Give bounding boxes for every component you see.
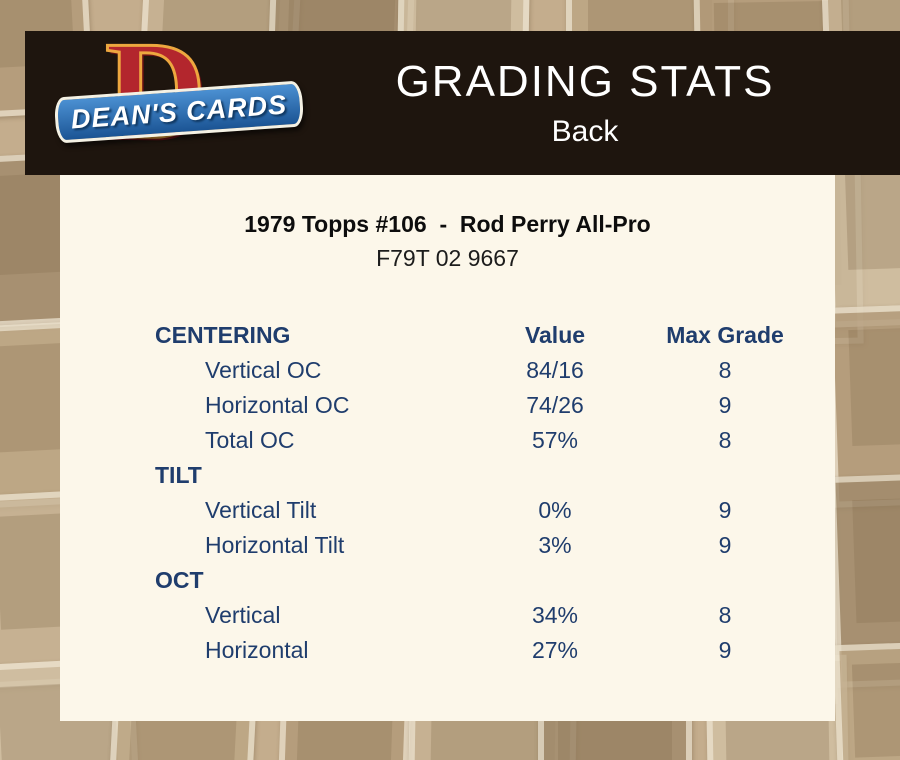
logo-banner: DEAN'S CARDS <box>53 80 305 144</box>
table-section-row: TILT <box>155 458 835 493</box>
grading-stats-panel: 1979 Topps #106 - Rod Perry All-Pro F79T… <box>60 175 835 721</box>
table-row: Total OC 57% 8 <box>155 423 835 458</box>
row-value: 27% <box>531 637 579 663</box>
row-label: Horizontal Tilt <box>205 532 345 558</box>
background-card-image <box>848 325 900 447</box>
logo-text: DEAN'S CARDS <box>69 88 288 135</box>
row-label: Horizontal <box>205 637 309 663</box>
row-label: Horizontal OC <box>205 392 350 418</box>
row-value: 0% <box>538 497 572 523</box>
page-title: GRADING STATS <box>395 56 775 106</box>
row-max-grade: 9 <box>718 637 732 663</box>
deans-cards-logo[interactable]: D DEAN'S CARDS <box>53 19 313 171</box>
row-max-grade: 9 <box>718 532 732 558</box>
card-title: 1979 Topps #106 - Rod Perry All-Pro <box>244 211 651 237</box>
background-card-image <box>851 660 900 758</box>
row-value: 74/26 <box>526 392 584 418</box>
table-row: Horizontal OC 74/26 9 <box>155 388 835 423</box>
row-label: Vertical <box>205 602 281 628</box>
table-header-row: CENTERING Value Max Grade <box>155 318 835 353</box>
page-subtitle: Back <box>551 115 619 149</box>
row-label: Total OC <box>205 427 295 453</box>
row-label: Vertical OC <box>205 357 322 383</box>
table-section-row: OCT <box>155 563 835 598</box>
table-row: Vertical OC 84/16 8 <box>155 353 835 388</box>
section-header-oct: OCT <box>155 567 204 593</box>
row-max-grade: 8 <box>718 357 732 383</box>
value-column-header: Value <box>524 322 586 348</box>
row-value: 84/16 <box>526 357 584 383</box>
background-card <box>833 640 900 760</box>
row-max-grade: 8 <box>718 602 732 628</box>
section-header-tilt: TILT <box>155 462 202 488</box>
row-value: 57% <box>531 427 579 453</box>
row-value: 3% <box>538 532 572 558</box>
row-value: 34% <box>531 602 579 628</box>
header-titles: GRADING STATS Back <box>355 31 815 175</box>
card-serial-number: F79T 02 9667 <box>376 245 519 271</box>
row-max-grade: 9 <box>718 392 732 418</box>
row-max-grade: 8 <box>718 427 732 453</box>
table-row: Vertical 34% 8 <box>155 598 835 633</box>
row-max-grade: 9 <box>718 497 732 523</box>
grading-stats-table: CENTERING Value Max Grade Vertical OC 84… <box>155 318 835 668</box>
table-row: Vertical Tilt 0% 9 <box>155 493 835 528</box>
section-header-centering: CENTERING <box>155 322 291 348</box>
table-row: Horizontal Tilt 3% 9 <box>155 528 835 563</box>
row-label: Vertical Tilt <box>205 497 317 523</box>
table-row: Horizontal 27% 9 <box>155 633 835 668</box>
header-bar: D DEAN'S CARDS GRADING STATS Back <box>25 19 900 175</box>
max-grade-column-header: Max Grade <box>666 322 784 348</box>
background-card-image <box>851 495 900 624</box>
